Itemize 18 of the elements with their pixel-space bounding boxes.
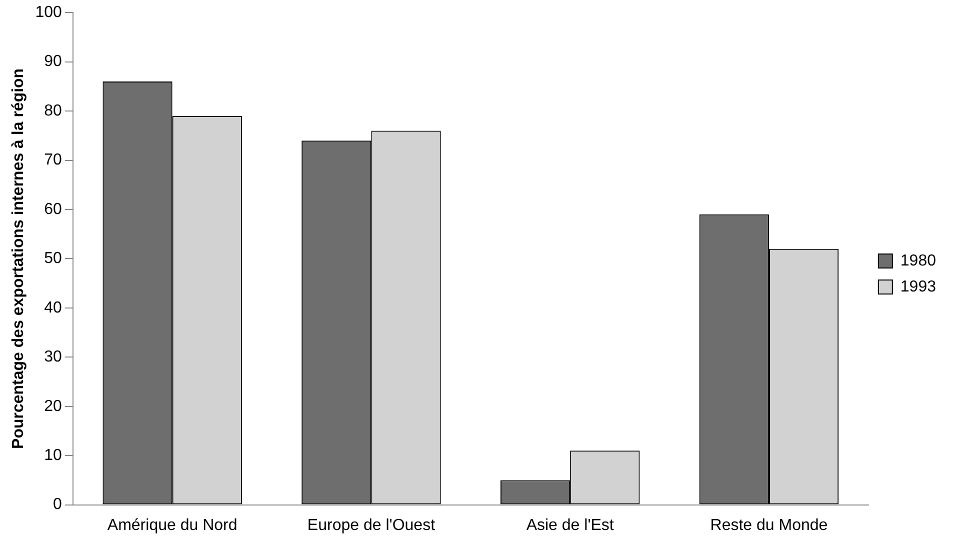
x-tick-label: Europe de l'Ouest xyxy=(307,516,436,534)
y-tick-label: 100 xyxy=(35,4,62,22)
y-tick-label: 20 xyxy=(44,398,62,415)
y-tick-label: 30 xyxy=(44,348,62,366)
y-tick-label: 40 xyxy=(44,299,62,316)
y-axis-title: Pourcentage des exportations internes à la région xyxy=(10,68,28,449)
legend-label: 1993 xyxy=(900,278,936,296)
x-tick-label: Amérique du Nord xyxy=(107,516,238,534)
y-tick-label: 70 xyxy=(44,152,62,169)
y-tick-label: 50 xyxy=(44,250,62,268)
legend-label: 1980 xyxy=(900,252,936,270)
y-tick-label: 0 xyxy=(52,496,62,514)
x-tick-label: Reste du Monde xyxy=(710,516,828,534)
y-tick-label: 10 xyxy=(44,446,62,464)
y-tick-label: 90 xyxy=(44,53,62,70)
x-tick-label: Asie de l'Est xyxy=(526,516,614,534)
y-tick-label: 60 xyxy=(44,200,62,218)
y-tick-label: 80 xyxy=(44,102,62,120)
